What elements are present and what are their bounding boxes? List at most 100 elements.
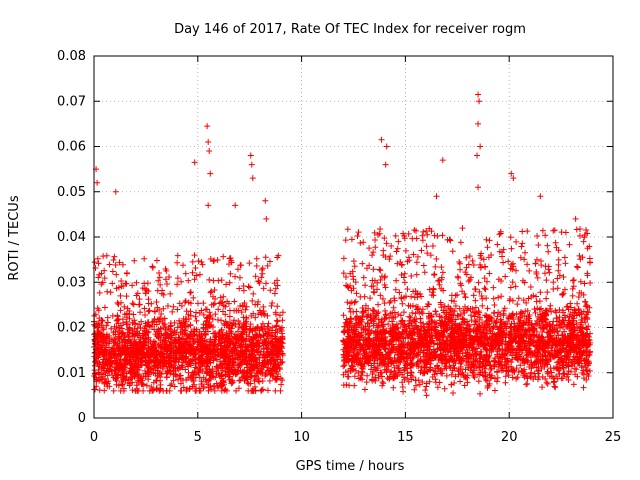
data-point [432, 263, 439, 270]
data-point [200, 300, 207, 307]
data-point [123, 269, 130, 276]
data-point [570, 283, 577, 290]
data-point [220, 293, 227, 300]
y-axis-label: ROTI / TECUs [7, 195, 22, 280]
data-point [143, 382, 150, 389]
data-point [219, 332, 226, 339]
data-point [255, 277, 262, 284]
data-point [381, 235, 388, 242]
data-point [119, 261, 126, 268]
data-point [259, 265, 266, 272]
data-point [115, 301, 122, 308]
data-point [196, 347, 203, 354]
data-point [196, 310, 203, 317]
data-point [139, 285, 146, 292]
y-tick-label: 0 [78, 411, 86, 426]
data-point [243, 360, 250, 367]
data-point [99, 376, 106, 383]
data-point [397, 312, 404, 319]
data-point [272, 387, 279, 394]
data-point [340, 328, 347, 335]
data-point [470, 262, 477, 269]
data-point [159, 287, 166, 294]
data-point [129, 282, 136, 289]
data-point [259, 377, 266, 384]
data-point [188, 376, 195, 383]
data-point [267, 332, 274, 339]
data-point [228, 259, 235, 266]
data-point [156, 274, 163, 281]
data-point [561, 286, 568, 293]
data-point [191, 368, 198, 375]
data-point [180, 336, 187, 343]
data-point [113, 375, 120, 382]
data-point [533, 298, 540, 305]
data-point [158, 311, 165, 318]
data-point [170, 377, 177, 384]
data-point [252, 314, 259, 321]
data-point [272, 311, 279, 318]
data-point [361, 386, 368, 393]
data-point [266, 377, 273, 384]
data-point [535, 241, 542, 248]
data-point [555, 267, 562, 274]
y-tick-label: 0.06 [57, 140, 86, 155]
data-point [129, 387, 136, 394]
data-point [138, 361, 145, 368]
data-point [261, 311, 268, 318]
data-point [272, 285, 279, 292]
data-point [256, 327, 263, 334]
y-tick-label: 0.02 [57, 321, 86, 336]
y-tick-label: 0.05 [57, 185, 86, 200]
data-point [116, 259, 123, 266]
data-point [113, 271, 120, 278]
data-point [105, 335, 112, 342]
data-point [235, 318, 242, 325]
data-point [471, 285, 478, 292]
data-point [114, 345, 121, 352]
data-point [264, 312, 271, 319]
data-point [500, 259, 507, 266]
data-point [141, 255, 148, 262]
data-point [274, 318, 281, 325]
data-point [227, 270, 234, 277]
data-point [239, 302, 246, 309]
data-point [174, 275, 181, 282]
data-point [237, 333, 244, 340]
data-point [181, 322, 188, 329]
data-point [159, 356, 166, 363]
data-point [554, 285, 561, 292]
data-point [235, 385, 242, 392]
data-point [375, 301, 382, 308]
data-point [424, 231, 431, 238]
data-point [151, 326, 158, 333]
data-point [160, 387, 167, 394]
data-point [560, 273, 567, 280]
data-point [342, 237, 349, 244]
data-point [265, 320, 272, 327]
data-point [220, 253, 227, 260]
data-point [159, 317, 166, 324]
data-point [149, 263, 156, 270]
chart-title: Day 146 of 2017, Rate Of TEC Index for r… [174, 22, 526, 37]
data-point [526, 267, 533, 274]
data-point [145, 308, 152, 315]
data-point [205, 387, 212, 394]
data-point [194, 344, 201, 351]
data-point [569, 277, 576, 284]
data-point [236, 274, 243, 281]
data-point [94, 255, 101, 262]
data-point [101, 387, 108, 394]
data-point [123, 293, 130, 300]
data-point [228, 378, 235, 385]
data-point [218, 365, 225, 372]
data-point [119, 316, 126, 323]
data-point [220, 378, 227, 385]
data-point [344, 226, 351, 233]
data-point [106, 261, 113, 268]
data-point [110, 257, 117, 264]
data-point [363, 379, 370, 386]
data-point [95, 350, 102, 357]
data-point [353, 290, 360, 297]
